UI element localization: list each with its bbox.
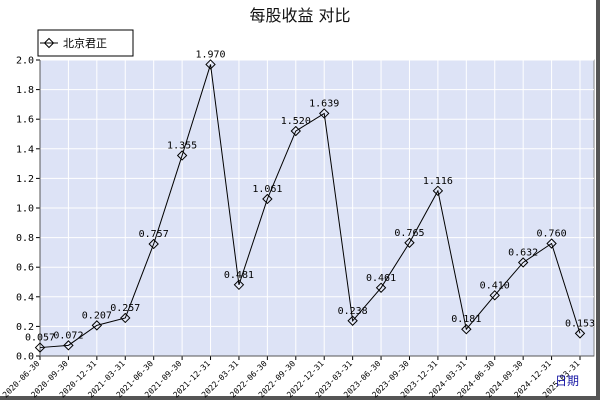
data-point [404,237,415,248]
data-label: 0.461 [366,273,396,284]
data-point [63,340,74,351]
data-label: 0.757 [139,229,169,240]
data-label: 0.481 [224,270,254,281]
data-point [489,290,500,301]
data-label: 0.410 [480,280,510,291]
data-label: 0.153 [565,318,595,329]
data-point [319,108,330,119]
data-point [176,150,188,161]
y-tick-label: 0.6 [16,263,34,274]
data-point [574,328,586,339]
data-label: 0.257 [110,303,140,314]
data-point [290,125,301,137]
data-label: 0.057 [25,333,55,344]
legend: 北京君正 [37,29,134,57]
data-point [546,238,557,249]
x-axis-label: 日期 [555,374,579,388]
data-label: 0.632 [508,247,538,258]
x-axis: 2020-06-302020-09-302020-12-312021-03-31… [1,355,594,399]
data-label: 1.639 [309,98,339,109]
data-point [233,279,245,291]
y-tick-label: 1.8 [16,85,34,96]
data-point [347,315,358,326]
data-point [34,342,46,353]
data-label: 0.765 [394,228,424,239]
y-tick-label: 0.4 [16,292,34,303]
data-label: 1.355 [167,140,197,151]
y-tick-label: 1.2 [16,174,34,185]
data-point [432,185,444,197]
data-point [517,257,529,268]
data-point [262,193,273,205]
y-tick-label: 0.8 [16,233,34,244]
y-tick-label: 0.2 [16,322,34,333]
data-label: 1.970 [195,49,225,60]
data-point [120,312,131,324]
data-point [91,320,103,331]
data-label: 0.760 [537,229,567,240]
data-label: 1.061 [252,184,282,195]
y-tick-label: 2.0 [16,56,34,67]
data-label: 0.238 [338,306,368,317]
data-points [34,59,586,353]
y-tick-label: 1.0 [16,204,34,215]
series-line-beijing-junzheng [39,64,581,349]
legend-series-name: 北京君正 [63,36,107,50]
legend-marker [43,37,55,49]
data-point [375,282,387,293]
data-label: 1.520 [281,116,311,127]
data-point [461,324,472,335]
chart-title: 每股收益 对比 [249,6,350,25]
data-label: 0.181 [451,314,481,325]
y-tick-label: 0.0 [16,352,34,363]
data-label: 1.116 [423,176,453,187]
y-tick-label: 1.6 [16,115,34,126]
data-point [148,238,159,250]
series-line [39,64,581,349]
data-label: 0.072 [53,330,83,341]
y-tick-label: 1.4 [16,144,34,155]
data-point [205,59,216,70]
data-label: 0.207 [82,310,112,321]
y-axis: 0.0 0.2 0.4 0.6 0.8 1.0 1.2 1.4 1.6 1.8 2.0 [16,56,41,363]
